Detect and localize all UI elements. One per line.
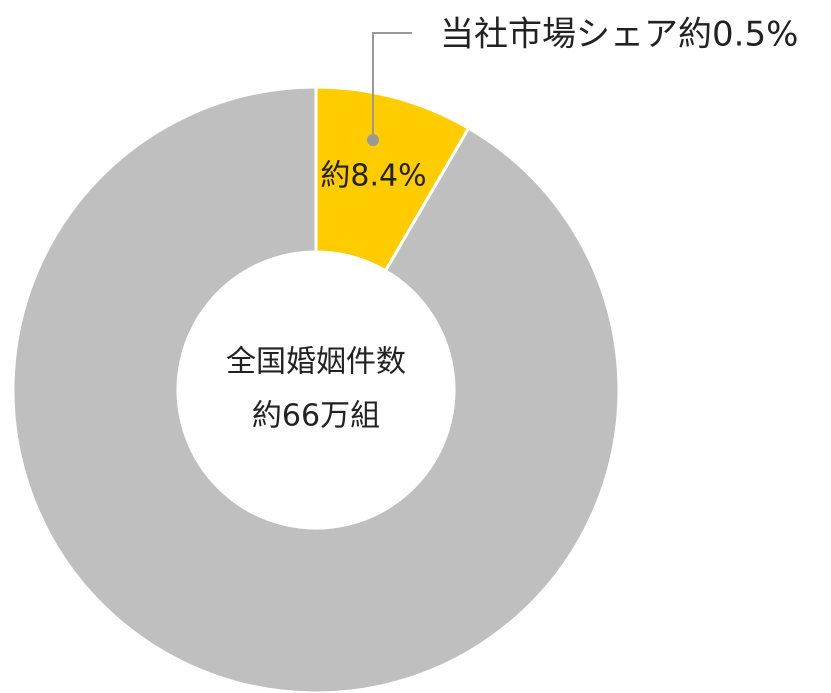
- center-text: 全国婚姻件数: [226, 345, 406, 380]
- annotation: 当社市場シェア約0.5%: [440, 15, 798, 55]
- leader: [367, 32, 412, 146]
- slice: [11, 85, 621, 693]
- center-text: 約66万組: [252, 399, 380, 434]
- leader-line: [372, 32, 412, 140]
- leader-dot: [367, 134, 379, 146]
- value-label: 約8.4%: [320, 159, 426, 194]
